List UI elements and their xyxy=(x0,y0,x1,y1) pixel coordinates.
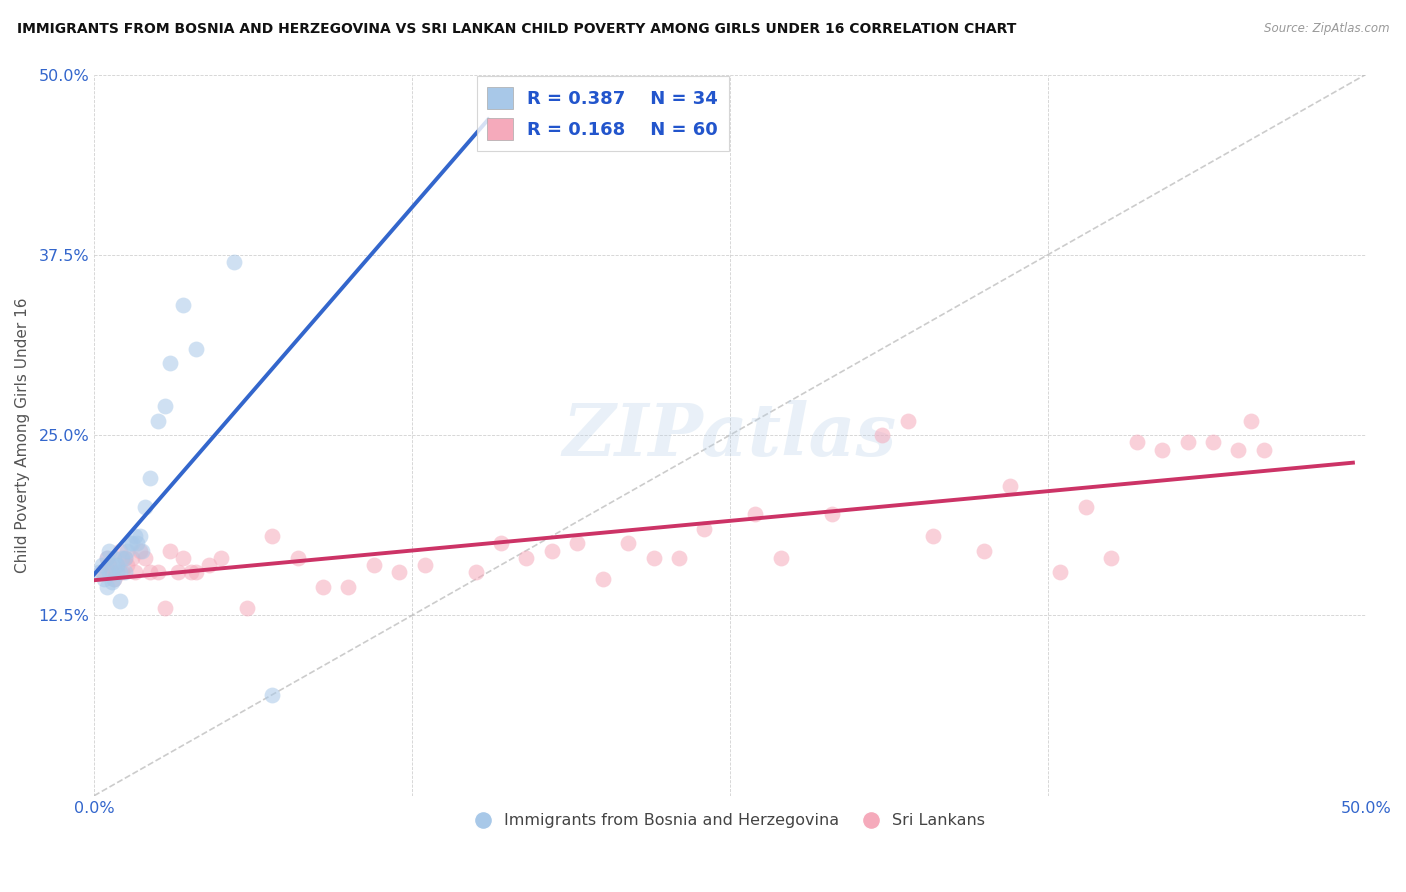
Point xyxy=(115,543,138,558)
Point xyxy=(172,298,194,312)
Point xyxy=(93,573,115,587)
Point xyxy=(998,478,1021,492)
Point xyxy=(103,550,125,565)
Point xyxy=(108,594,131,608)
Point xyxy=(464,565,486,579)
Text: Source: ZipAtlas.com: Source: ZipAtlas.com xyxy=(1264,22,1389,36)
Point xyxy=(973,543,995,558)
Point xyxy=(1253,442,1275,457)
Point xyxy=(121,536,143,550)
Point xyxy=(197,558,219,572)
Legend: Immigrants from Bosnia and Herzegovina, Sri Lankans: Immigrants from Bosnia and Herzegovina, … xyxy=(468,807,991,835)
Point xyxy=(101,565,124,579)
Point xyxy=(388,565,411,579)
Point xyxy=(114,550,136,565)
Point xyxy=(114,550,136,565)
Point xyxy=(222,255,245,269)
Point xyxy=(101,575,124,590)
Point xyxy=(134,500,156,515)
Point xyxy=(121,550,143,565)
Point xyxy=(146,414,169,428)
Point xyxy=(872,428,894,442)
Point xyxy=(1202,435,1225,450)
Point xyxy=(90,565,112,579)
Point xyxy=(111,565,134,579)
Point xyxy=(128,543,150,558)
Point xyxy=(540,543,562,558)
Point xyxy=(1240,414,1263,428)
Point xyxy=(897,414,920,428)
Point xyxy=(90,558,112,572)
Point xyxy=(312,580,335,594)
Point xyxy=(146,565,169,579)
Point xyxy=(337,580,360,594)
Point xyxy=(128,529,150,543)
Point xyxy=(98,543,121,558)
Point xyxy=(489,536,512,550)
Point xyxy=(108,565,131,579)
Point xyxy=(1074,500,1097,515)
Point xyxy=(209,550,232,565)
Point xyxy=(127,536,149,550)
Point xyxy=(159,543,181,558)
Point xyxy=(96,550,118,565)
Point xyxy=(363,558,385,572)
Point xyxy=(105,565,128,579)
Point xyxy=(98,558,121,572)
Point xyxy=(617,536,640,550)
Point xyxy=(1177,435,1199,450)
Point xyxy=(262,529,284,543)
Y-axis label: Child Poverty Among Girls Under 16: Child Poverty Among Girls Under 16 xyxy=(15,297,30,573)
Point xyxy=(155,601,177,615)
Point xyxy=(105,558,128,572)
Point xyxy=(592,573,614,587)
Point xyxy=(413,558,436,572)
Point xyxy=(769,550,792,565)
Point xyxy=(134,550,156,565)
Point xyxy=(114,565,136,579)
Point xyxy=(101,558,124,572)
Point xyxy=(1227,442,1250,457)
Point xyxy=(167,565,190,579)
Point xyxy=(184,565,207,579)
Point xyxy=(184,342,207,356)
Point xyxy=(96,580,118,594)
Point xyxy=(287,550,309,565)
Point xyxy=(820,508,842,522)
Point xyxy=(1125,435,1147,450)
Point xyxy=(139,471,162,485)
Text: IMMIGRANTS FROM BOSNIA AND HERZEGOVINA VS SRI LANKAN CHILD POVERTY AMONG GIRLS U: IMMIGRANTS FROM BOSNIA AND HERZEGOVINA V… xyxy=(17,22,1017,37)
Point xyxy=(567,536,589,550)
Point xyxy=(131,543,153,558)
Point xyxy=(515,550,537,565)
Point xyxy=(96,550,118,565)
Point xyxy=(235,601,257,615)
Point xyxy=(172,550,194,565)
Point xyxy=(159,356,181,370)
Point xyxy=(103,573,125,587)
Point xyxy=(111,550,134,565)
Point xyxy=(693,522,716,536)
Point xyxy=(262,688,284,702)
Point xyxy=(108,543,131,558)
Point xyxy=(89,565,111,579)
Point xyxy=(744,508,766,522)
Point xyxy=(98,565,121,579)
Point xyxy=(139,565,162,579)
Point xyxy=(124,529,146,543)
Text: ZIPatlas: ZIPatlas xyxy=(562,400,897,471)
Point xyxy=(1099,550,1122,565)
Point xyxy=(668,550,690,565)
Point xyxy=(1152,442,1174,457)
Point xyxy=(155,399,177,413)
Point xyxy=(115,558,138,572)
Point xyxy=(922,529,945,543)
Point xyxy=(180,565,202,579)
Point xyxy=(643,550,665,565)
Point xyxy=(124,565,146,579)
Point xyxy=(103,573,125,587)
Point xyxy=(118,536,141,550)
Point xyxy=(105,558,128,572)
Point xyxy=(1049,565,1071,579)
